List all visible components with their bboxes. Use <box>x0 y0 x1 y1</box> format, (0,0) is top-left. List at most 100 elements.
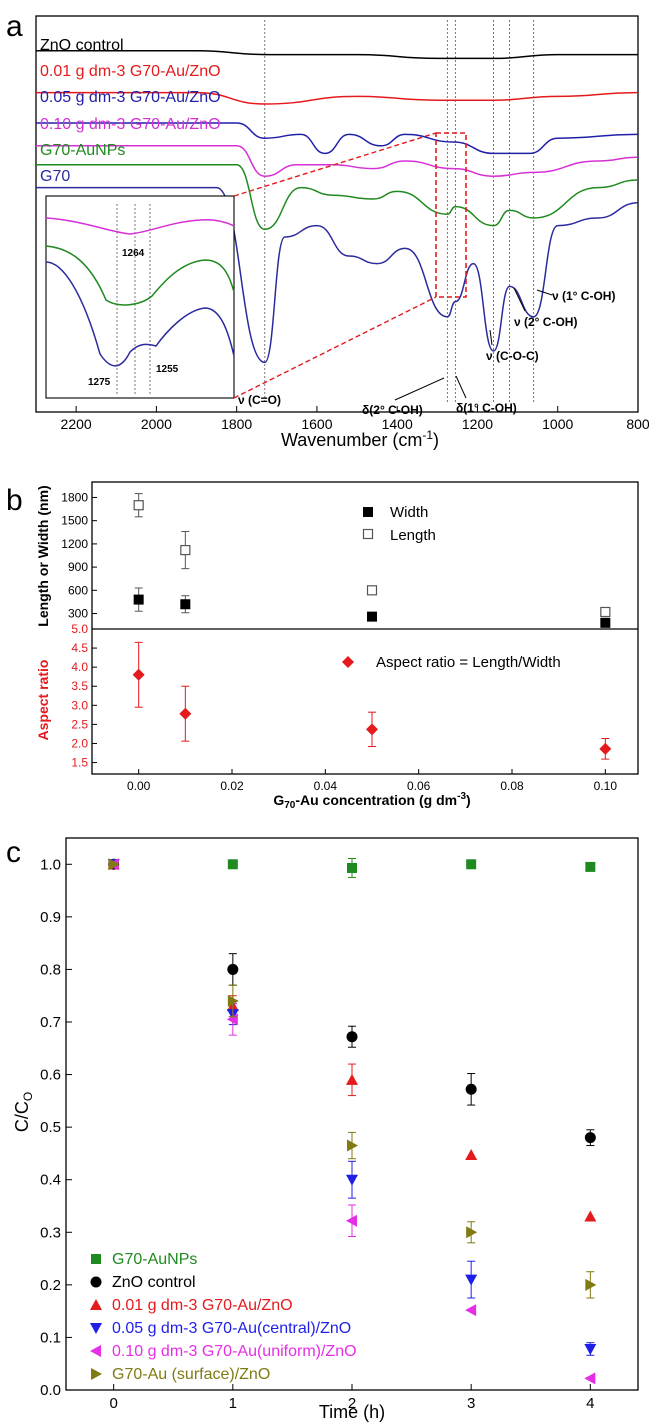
inset-label-1255: 1255 <box>156 364 179 375</box>
x-tick-label-2200: 2200 <box>61 416 92 432</box>
spectrum-0-10-g-dm-3-g70-au-zno <box>35 145 639 177</box>
c-point-zno-control-1 <box>227 963 239 975</box>
panel-b-top-plot: 300 600 900 1200 1500 1800 <box>61 490 611 628</box>
panel-c-axes: 0.0 0.1 0.2 0.3 0.4 0.5 0.6 0.7 0.8 0.9 1.0 0 1 2 3 4 <box>40 856 594 1412</box>
legend-zno-control: ZnO control <box>40 37 124 54</box>
panel-b: b 300 600 900 1200 1500 1800 1.5 2.0 2.5 3.0 3.5 4… <box>6 481 639 811</box>
legend-0-05-g-dm-3-g70-au-zno: 0.05 g dm-3 G70-Au/ZnO <box>40 89 221 106</box>
c-y-tick-label-0.6: 0.6 <box>40 1067 61 1084</box>
b-point-width-0 <box>133 594 144 605</box>
peak-arrow-n2 <box>513 287 526 312</box>
zoom-region-box <box>435 132 467 298</box>
b-bot-y-tick-label-2.5: 2.5 <box>71 717 88 731</box>
c-x-tick-label-0: 0 <box>109 1395 117 1412</box>
legend-g70-aunps: G70-AuNPs <box>40 142 125 159</box>
legend-0-10-g-dm-3-g70-au-zno: 0.10 g dm-3 G70-Au/ZnO <box>40 116 221 133</box>
c-point-zno-control-4 <box>584 1132 596 1144</box>
peak-marker-lines <box>264 20 535 404</box>
c-legend-marker-0-10-g-dm-3-g70-au-uniform-zno <box>90 1345 101 1357</box>
peak-label-co: ν (C=O) <box>238 393 281 407</box>
peak-arrow-d1 <box>455 375 467 399</box>
spectrum-0-05-g-dm-3-g70-au-zno <box>35 122 639 155</box>
c-point-0-05-g-dm-3-g70-au-central-zno-2 <box>346 1174 358 1186</box>
c-legend-marker-zno-control <box>90 1276 102 1288</box>
c-point-zno-control-2 <box>346 1031 358 1043</box>
c-x-tick-label-2: 2 <box>348 1395 356 1412</box>
b-x-tick-label-0.02: 0.02 <box>220 779 244 793</box>
b-bot-y-tick-label-1.5: 1.5 <box>71 756 88 770</box>
c-legend-text-g70-aunps: G70-AuNPs <box>112 1251 197 1268</box>
panel-b-bottom-plot: 1.5 2.0 2.5 3.0 3.5 4.0 4.5 5.0 <box>71 622 612 770</box>
panel-a-frame <box>35 15 639 413</box>
panel-b-x-label: G70-Au concentration (g dm-3) <box>273 791 470 811</box>
legend-ratio-marker <box>342 656 354 668</box>
x-tick-label-2000: 2000 <box>141 416 172 432</box>
c-legend-marker-g70-aunps <box>91 1254 101 1264</box>
c-y-tick-label-0.3: 0.3 <box>40 1224 61 1241</box>
peak-annotations: ν (C=O) δ(2° C-OH) δ(1° C-OH) ν (C-O-C) … <box>238 287 615 417</box>
c-y-tick-label-0.7: 0.7 <box>40 1014 61 1031</box>
b-top-y-tick-label-300: 300 <box>68 607 88 621</box>
peak-label-d2: δ(2° C-OH) <box>362 403 423 417</box>
c-y-tick-label-1: 1.0 <box>40 856 61 873</box>
c-x-tick-label-3: 3 <box>467 1395 475 1412</box>
b-ratio-point-2 <box>366 723 378 736</box>
c-point-0-10-g-dm-3-g70-au-uniform-zno-2 <box>346 1214 357 1227</box>
peak-label-n1: ν (1° C-OH) <box>552 289 615 303</box>
inset-curve-aunps <box>45 245 235 306</box>
c-legend-marker-0-05-g-dm-3-g70-au-central-zno <box>90 1323 102 1334</box>
b-x-tick-label-0.1: 0.10 <box>594 779 618 793</box>
peak-label-d1: δ(1° C-OH) <box>456 401 517 415</box>
x-tick-label-1400: 1400 <box>382 416 413 432</box>
x-tick-label-1200: 1200 <box>462 416 493 432</box>
b-top-y-tick-label-1500: 1500 <box>61 514 88 528</box>
inset-zoom: 1264 1275 1255 <box>45 195 235 399</box>
legend-ratio-text: Aspect ratio = Length/Width <box>376 654 561 671</box>
b-x-tick-label-0: 0.00 <box>127 779 151 793</box>
c-point-0-10-g-dm-3-g70-au-uniform-zno-4 <box>584 1372 596 1385</box>
x-tick-label-1800: 1800 <box>221 416 252 432</box>
c-point-g70-au-surface-zno-0 <box>108 858 120 871</box>
b-bot-y-tick-label-5: 5.0 <box>71 622 88 636</box>
b-bot-y-tick-label-4: 4.0 <box>71 660 88 674</box>
zoom-connector-bottom <box>233 296 437 399</box>
c-point-g70-aunps-3 <box>466 859 477 870</box>
c-point-g70-au-surface-zno-4 <box>585 1278 597 1291</box>
panel-b-top-y-label: Length or Width (nm) <box>35 485 51 626</box>
inset-frame <box>45 195 235 399</box>
b-x-tick-label-0.04: 0.04 <box>314 779 338 793</box>
c-y-tick-label-0.1: 0.1 <box>40 1329 61 1346</box>
panel-c-legend: G70-AuNPs ZnO control 0.01 g dm-3 G70-Au/Z… <box>90 1251 357 1383</box>
panel-a: a ZnO control 0.01 g dm-3 G70-Au/ZnO 0.05 … <box>6 10 649 450</box>
b-x-tick-label-0.06: 0.06 <box>407 779 431 793</box>
b-x-tick-label-0.08: 0.08 <box>500 779 524 793</box>
b-point-length-2 <box>366 585 378 596</box>
c-point-g70-au-surface-zno-2 <box>347 1139 358 1152</box>
b-bot-y-tick-label-3.5: 3.5 <box>71 679 88 693</box>
b-point-length-1 <box>180 544 191 556</box>
x-tick-label-800: 800 <box>626 416 649 432</box>
c-legend-text-0-01-g-dm-3-g70-au-zno: 0.01 g dm-3 G70-Au/ZnO <box>112 1297 293 1314</box>
panel-b-frame <box>91 481 639 775</box>
panel-b-bottom-y-label: Aspect ratio <box>35 660 51 741</box>
ftir-spectra <box>35 50 639 364</box>
b-ratio-point-0 <box>132 668 145 681</box>
b-top-y-tick-label-900: 900 <box>68 560 88 574</box>
b-bot-y-tick-label-4.5: 4.5 <box>71 641 88 655</box>
c-point-0-01-g-dm-3-g70-au-zno-3 <box>465 1149 478 1161</box>
b-top-y-tick-label-1800: 1800 <box>61 490 88 504</box>
panel-a-legend: ZnO control 0.01 g dm-3 G70-Au/ZnO 0.05 g … <box>40 37 221 185</box>
b-point-width-3 <box>600 617 611 628</box>
c-y-tick-label-0.5: 0.5 <box>40 1119 61 1136</box>
panel-c-x-label: Time (h) <box>319 1402 385 1422</box>
c-point-0-01-g-dm-3-g70-au-zno-4 <box>584 1210 597 1222</box>
c-point-g70-aunps-4 <box>585 861 596 872</box>
b-top-y-tick-label-600: 600 <box>68 583 88 597</box>
panel-a-x-axis-label: Wavenumber (cm-1) <box>281 428 439 450</box>
c-y-tick-label-0.4: 0.4 <box>40 1172 61 1189</box>
b-ratio-point-1 <box>179 707 192 720</box>
c-y-tick-label-0.8: 0.8 <box>40 961 61 978</box>
c-point-g70-au-surface-zno-3 <box>466 1226 478 1239</box>
x-tick-label-1000: 1000 <box>542 416 573 432</box>
